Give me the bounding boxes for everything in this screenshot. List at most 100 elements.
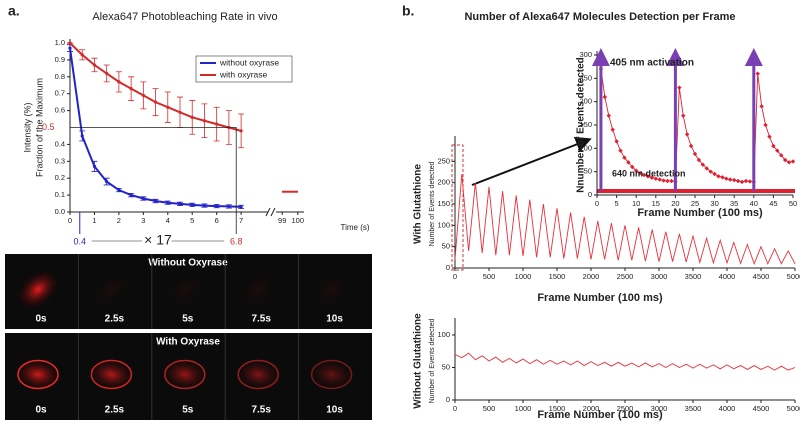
cell-ring (90, 359, 133, 390)
point (610, 127, 615, 132)
time-label: 2.5s (105, 405, 125, 416)
x-axis-title: Frame Number (100 ms) (537, 409, 663, 421)
cell (234, 358, 282, 391)
point (743, 178, 749, 184)
time-label: 5s (182, 405, 194, 416)
cell (163, 269, 206, 310)
x-tick-label: 5 (190, 216, 194, 225)
point (602, 94, 608, 100)
y-axis-title: Intensity (%) (22, 102, 32, 152)
point (618, 148, 623, 153)
x-tick-label: 4000 (719, 272, 736, 281)
point (653, 176, 658, 181)
x-tick-label: 7 (239, 216, 243, 225)
point (215, 204, 219, 208)
image-row-title: Without Oxyrase (148, 258, 228, 269)
point (622, 155, 627, 160)
x-tick-label: 500 (483, 272, 496, 281)
point (790, 159, 796, 164)
x-axis-title: Time (s) (340, 223, 369, 232)
x-tick-label: 99 (278, 216, 286, 225)
point (786, 160, 792, 165)
point (669, 178, 674, 184)
zoom-arrow (471, 136, 592, 186)
cell (307, 358, 356, 391)
cell (237, 269, 280, 310)
y-tick-label: 0 (446, 263, 450, 272)
point (202, 203, 207, 208)
point (80, 53, 84, 57)
point (239, 205, 243, 209)
cell (16, 269, 60, 310)
point (649, 175, 655, 180)
point (626, 160, 631, 165)
point (166, 105, 170, 109)
x-tick-label: 2500 (617, 404, 634, 413)
cell (14, 358, 62, 391)
panel-label: b. (402, 3, 414, 19)
point (202, 119, 207, 123)
x-tick-label: 0 (453, 272, 457, 281)
point (80, 134, 84, 138)
x-tick-label: 100 (292, 216, 305, 225)
time-label: 0s (35, 405, 47, 416)
x-tick-label: 20 (671, 199, 679, 208)
cell (87, 358, 136, 391)
y-tick-label: 150 (579, 120, 592, 129)
legend (195, 55, 293, 83)
point (775, 148, 780, 153)
y-axis-title: Nnumber of Events detected (576, 57, 587, 193)
point (117, 80, 121, 84)
time-label: 10s (326, 314, 343, 325)
point (720, 175, 725, 180)
x-tick-label: 2500 (617, 272, 634, 281)
point (665, 178, 670, 184)
point (759, 104, 764, 109)
x-tick-label: 4500 (753, 404, 770, 413)
x-tick-label: 25 (691, 199, 699, 208)
x-tick-label: 10 (632, 199, 640, 208)
point (735, 178, 741, 184)
point (708, 169, 713, 174)
point (178, 110, 182, 114)
y-tick-label: 0 (446, 395, 450, 404)
point (190, 115, 194, 119)
x-tick-label: 500 (483, 404, 496, 413)
point (227, 204, 231, 209)
y-tick-label: 50 (584, 167, 592, 176)
point (688, 143, 694, 149)
y-tick-label: 200 (579, 97, 592, 106)
x-tick-label: 1000 (515, 272, 532, 281)
x-tick-label: 4000 (719, 404, 736, 413)
x-tick-label: 4 (166, 216, 170, 225)
point (105, 71, 109, 76)
annotation: × 17 (144, 232, 172, 248)
point (677, 85, 682, 90)
time-label: 7.5s (251, 405, 271, 416)
chart-title: Alexa647 Photobleaching Rate in vivo (92, 11, 277, 23)
point (704, 166, 709, 171)
x-tick-label: 50 (789, 199, 797, 208)
x-tick-label: 5 (615, 199, 619, 208)
point (712, 171, 717, 177)
y-tick-label: 100 (437, 330, 450, 339)
point (141, 196, 145, 201)
annotation: 6.8 (230, 236, 243, 246)
point (166, 201, 170, 205)
cell-ring (237, 359, 279, 390)
point (657, 177, 662, 182)
time-label: 0s (35, 314, 47, 325)
x-tick-label: 4500 (753, 272, 770, 281)
point (716, 174, 721, 179)
cell (310, 269, 353, 310)
x-tick-label: 3000 (651, 272, 668, 281)
point (105, 179, 109, 184)
point (684, 132, 690, 137)
annotation: 0.5 (42, 122, 55, 132)
cell-ring (164, 359, 206, 390)
y-axis-title: Number of Events detected (429, 318, 436, 403)
y-tick-label: 0.4 (55, 139, 65, 148)
point (153, 199, 158, 203)
y-tick-label: 150 (437, 199, 450, 208)
